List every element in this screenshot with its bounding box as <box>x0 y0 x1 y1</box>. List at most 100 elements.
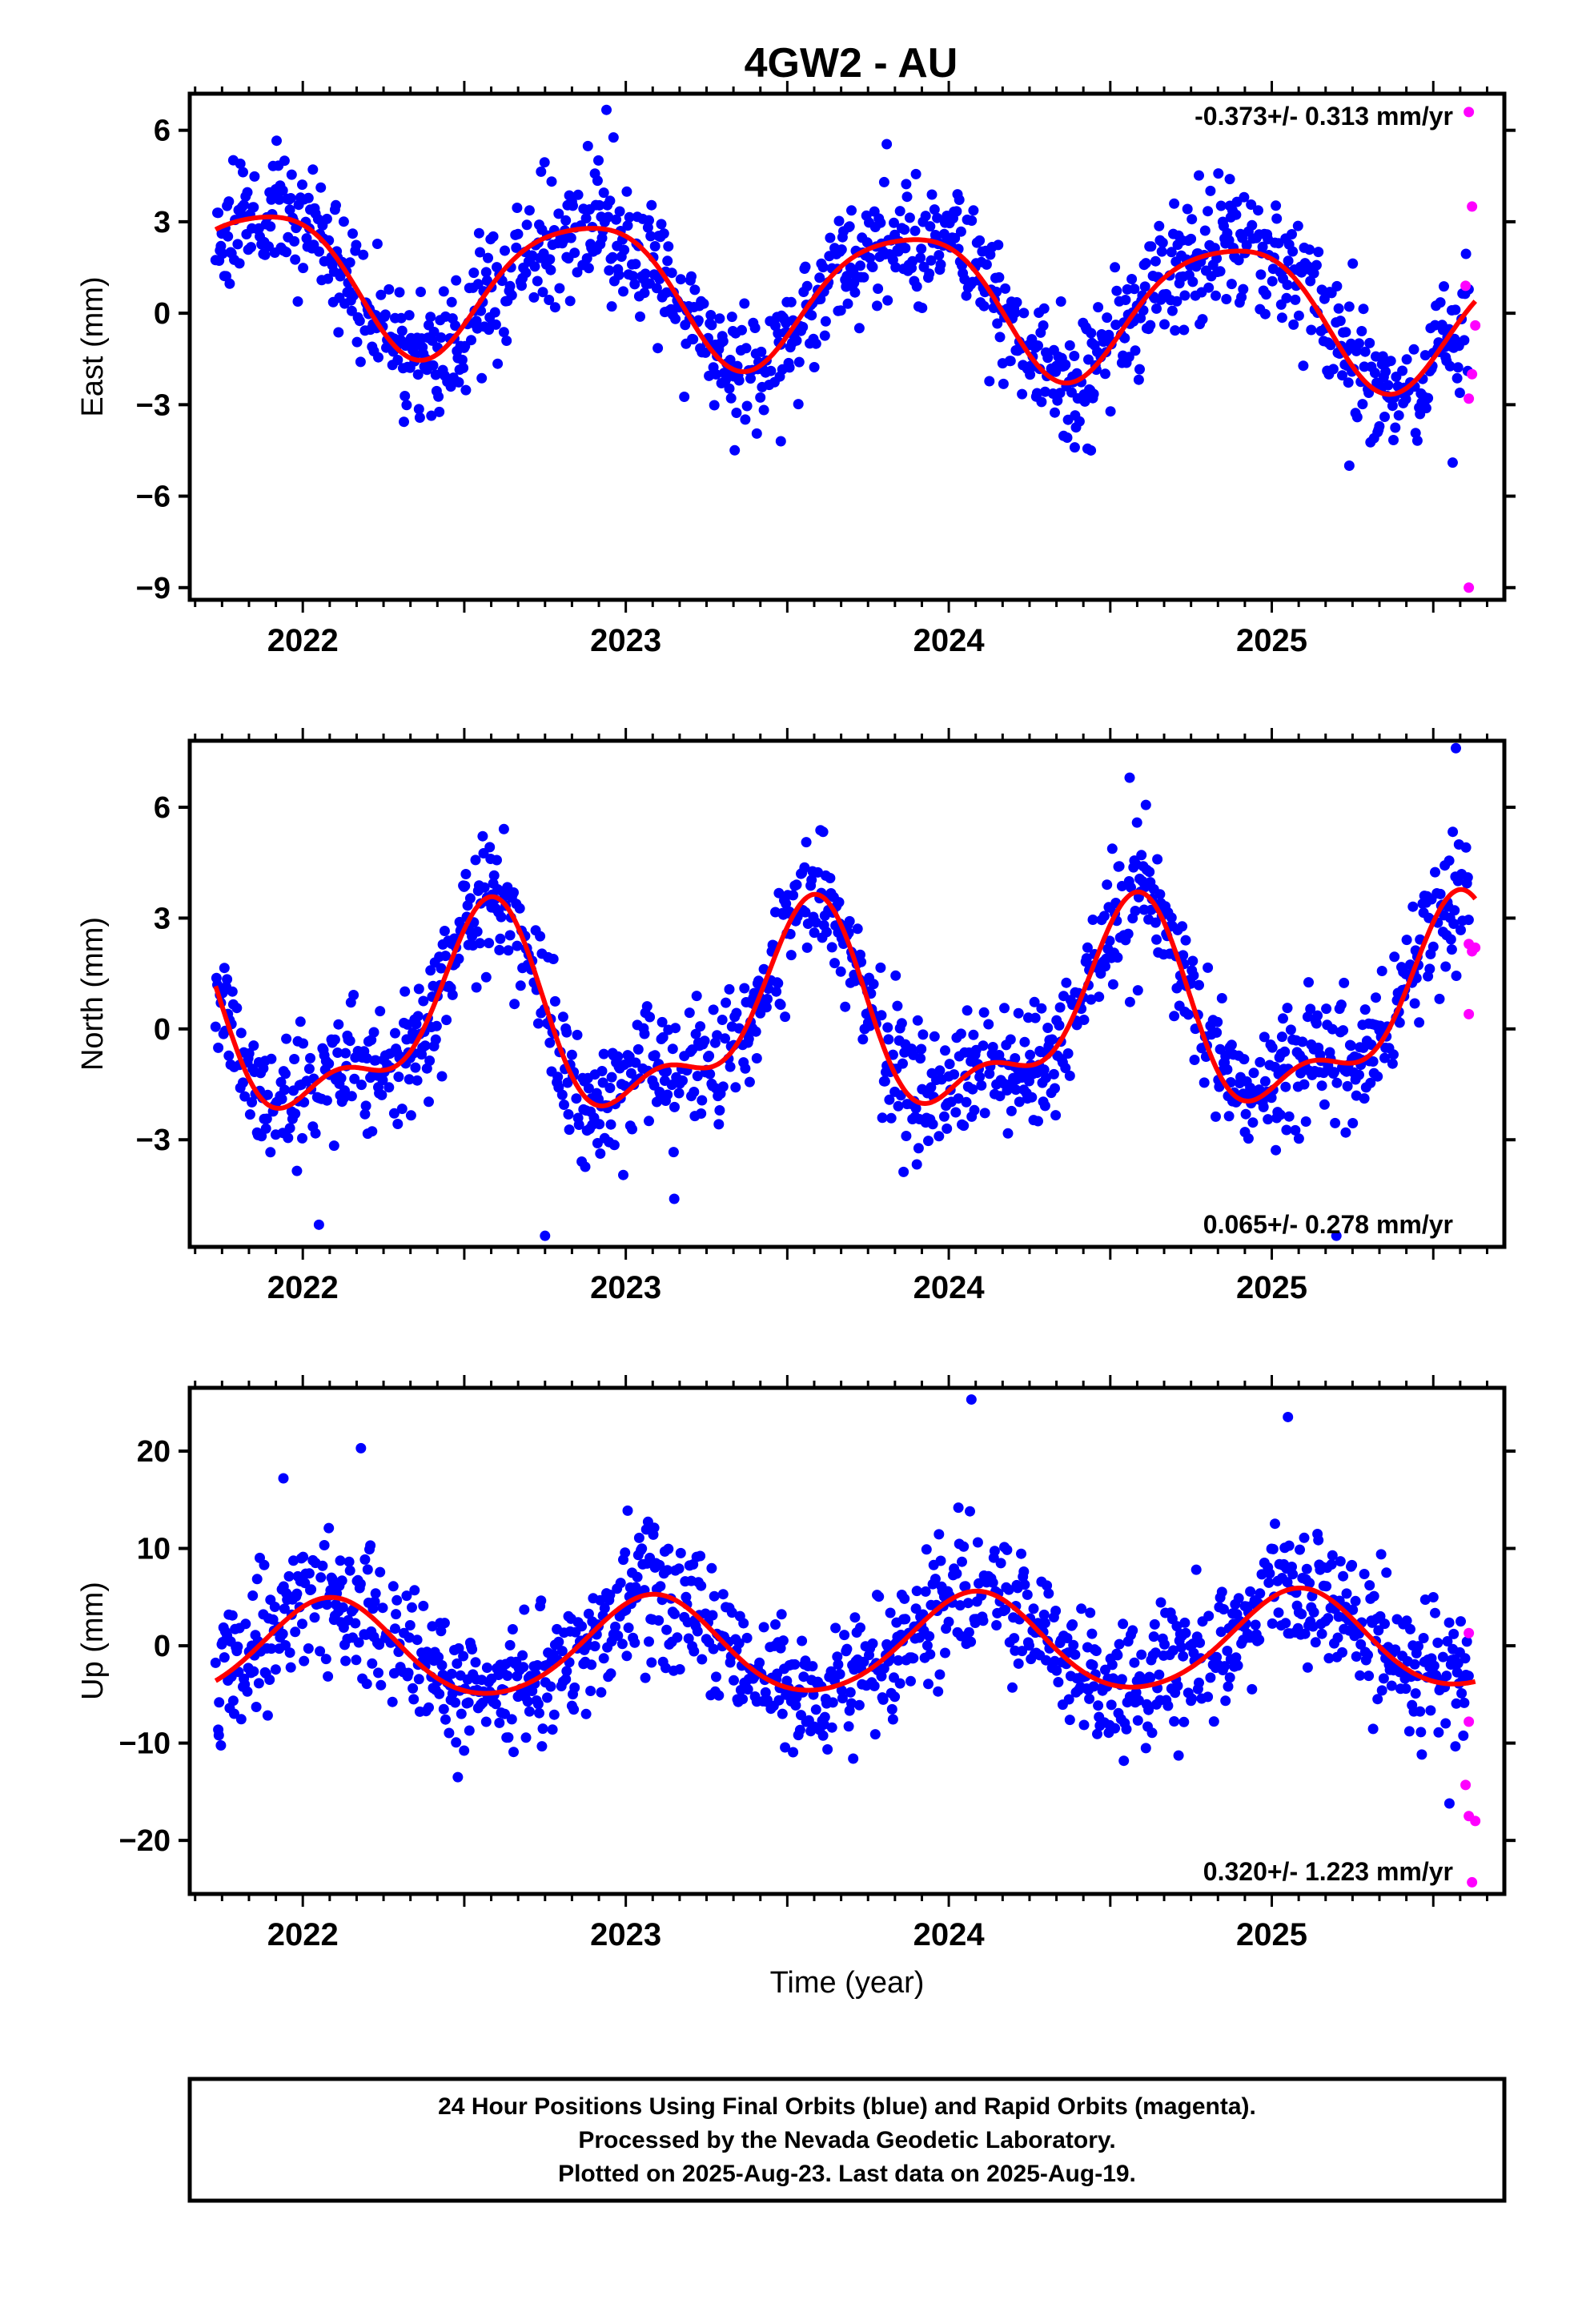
final-orbit-point <box>737 1694 749 1705</box>
final-orbit-point <box>1439 281 1449 292</box>
final-orbit-point <box>889 1691 901 1703</box>
final-orbit-point <box>669 1193 680 1204</box>
final-orbit-point <box>835 305 846 316</box>
final-orbit-point <box>725 392 737 404</box>
final-orbit-point <box>1255 269 1267 280</box>
final-orbit-point <box>509 999 520 1010</box>
final-orbit-point <box>1105 406 1116 417</box>
final-orbit-point <box>725 1061 736 1072</box>
final-orbit-point <box>1070 1649 1081 1660</box>
final-orbit-point <box>235 159 246 169</box>
final-orbit-point <box>480 1716 492 1727</box>
final-orbit-point <box>738 1618 749 1629</box>
final-orbit-point <box>569 247 580 259</box>
final-orbit-point <box>1304 1578 1315 1589</box>
final-orbit-point <box>958 1541 970 1552</box>
final-orbit-point <box>632 1571 643 1582</box>
final-orbit-point <box>950 1107 962 1118</box>
final-orbit-point <box>1354 338 1364 349</box>
final-orbit-point <box>1282 279 1293 291</box>
final-orbit-point <box>1110 1723 1121 1734</box>
y-tick-label: −3 <box>136 388 171 422</box>
final-orbit-point <box>501 336 512 346</box>
final-orbit-point <box>1124 772 1135 783</box>
final-orbit-point <box>235 1027 247 1039</box>
final-orbit-point <box>1166 247 1177 258</box>
final-orbit-point <box>793 356 805 368</box>
final-orbit-point <box>1180 935 1191 946</box>
final-orbit-point <box>424 1096 434 1108</box>
final-orbit-point <box>842 298 853 309</box>
final-orbit-point <box>1323 1653 1335 1664</box>
final-orbit-point <box>262 1089 273 1100</box>
final-orbit-point <box>893 1655 904 1666</box>
final-orbit-point <box>298 263 309 274</box>
final-orbit-point <box>1005 356 1016 367</box>
final-orbit-point <box>1347 1559 1358 1570</box>
y-tick-label: −3 <box>136 1124 171 1157</box>
final-orbit-point <box>1148 1631 1159 1642</box>
final-orbit-point <box>564 296 576 307</box>
final-orbit-point <box>1427 1592 1439 1602</box>
final-orbit-point <box>1078 1719 1090 1731</box>
final-orbit-point <box>1276 1031 1287 1043</box>
final-orbit-point <box>1420 403 1431 414</box>
final-orbit-point <box>1145 1672 1156 1683</box>
final-orbit-point <box>799 862 810 873</box>
final-orbit-point <box>726 1607 737 1618</box>
x-axis-label: Time (year) <box>770 1966 925 2000</box>
final-orbit-point <box>264 1675 275 1685</box>
final-orbit-point <box>844 221 855 232</box>
final-orbit-point <box>878 176 889 187</box>
final-orbit-point <box>797 1635 808 1647</box>
final-orbit-point <box>1188 1647 1199 1659</box>
final-orbit-point <box>653 1615 665 1626</box>
final-orbit-point <box>1316 1080 1327 1092</box>
final-orbit-point <box>1447 457 1458 468</box>
final-orbit-point <box>492 358 504 369</box>
final-orbit-point <box>411 1019 422 1030</box>
final-orbit-point <box>1279 1046 1291 1057</box>
final-orbit-point <box>726 312 737 323</box>
final-orbit-point <box>315 1572 327 1583</box>
final-orbit-point <box>248 1666 259 1677</box>
final-orbit-point <box>472 279 484 290</box>
final-orbit-point <box>887 1714 898 1725</box>
final-orbit-point <box>1418 1633 1429 1643</box>
final-orbit-point <box>646 1657 657 1668</box>
final-orbit-point <box>910 168 921 179</box>
final-orbit-point <box>1050 1110 1062 1121</box>
final-orbit-point <box>1114 1638 1125 1650</box>
plot-frame-east <box>187 91 1507 602</box>
final-orbit-point <box>303 1063 315 1075</box>
fit-curve-north <box>213 887 1478 1112</box>
final-orbit-point <box>820 316 831 327</box>
final-orbit-point <box>894 1678 905 1689</box>
final-orbit-point <box>247 1590 259 1601</box>
final-orbit-point <box>375 1006 386 1017</box>
final-orbit-point <box>925 1649 936 1660</box>
final-orbit-point <box>335 1555 346 1566</box>
final-orbit-point <box>686 271 697 282</box>
final-orbit-point <box>248 1040 259 1051</box>
final-orbit-point <box>868 979 879 990</box>
final-orbit-point <box>639 1028 650 1039</box>
final-orbit-point <box>675 274 686 285</box>
final-orbit-point <box>1423 392 1434 404</box>
final-orbit-point <box>355 356 366 368</box>
final-orbit-point <box>614 206 625 217</box>
final-orbit-point <box>1110 262 1121 273</box>
final-orbit-point <box>934 1669 946 1680</box>
final-orbit-point <box>608 1140 620 1151</box>
final-orbit-point <box>1139 281 1150 292</box>
y-tick-label: −6 <box>136 480 171 514</box>
final-orbit-point <box>873 283 884 294</box>
final-orbit-point <box>954 1600 966 1611</box>
final-orbit-point <box>502 1671 513 1681</box>
final-orbit-point <box>401 400 412 411</box>
final-orbit-point <box>504 280 516 292</box>
final-orbit-point <box>1276 312 1287 324</box>
y-tick-label: 20 <box>137 1435 171 1469</box>
final-orbit-point <box>1216 993 1227 1003</box>
final-orbit-point <box>669 1101 680 1112</box>
